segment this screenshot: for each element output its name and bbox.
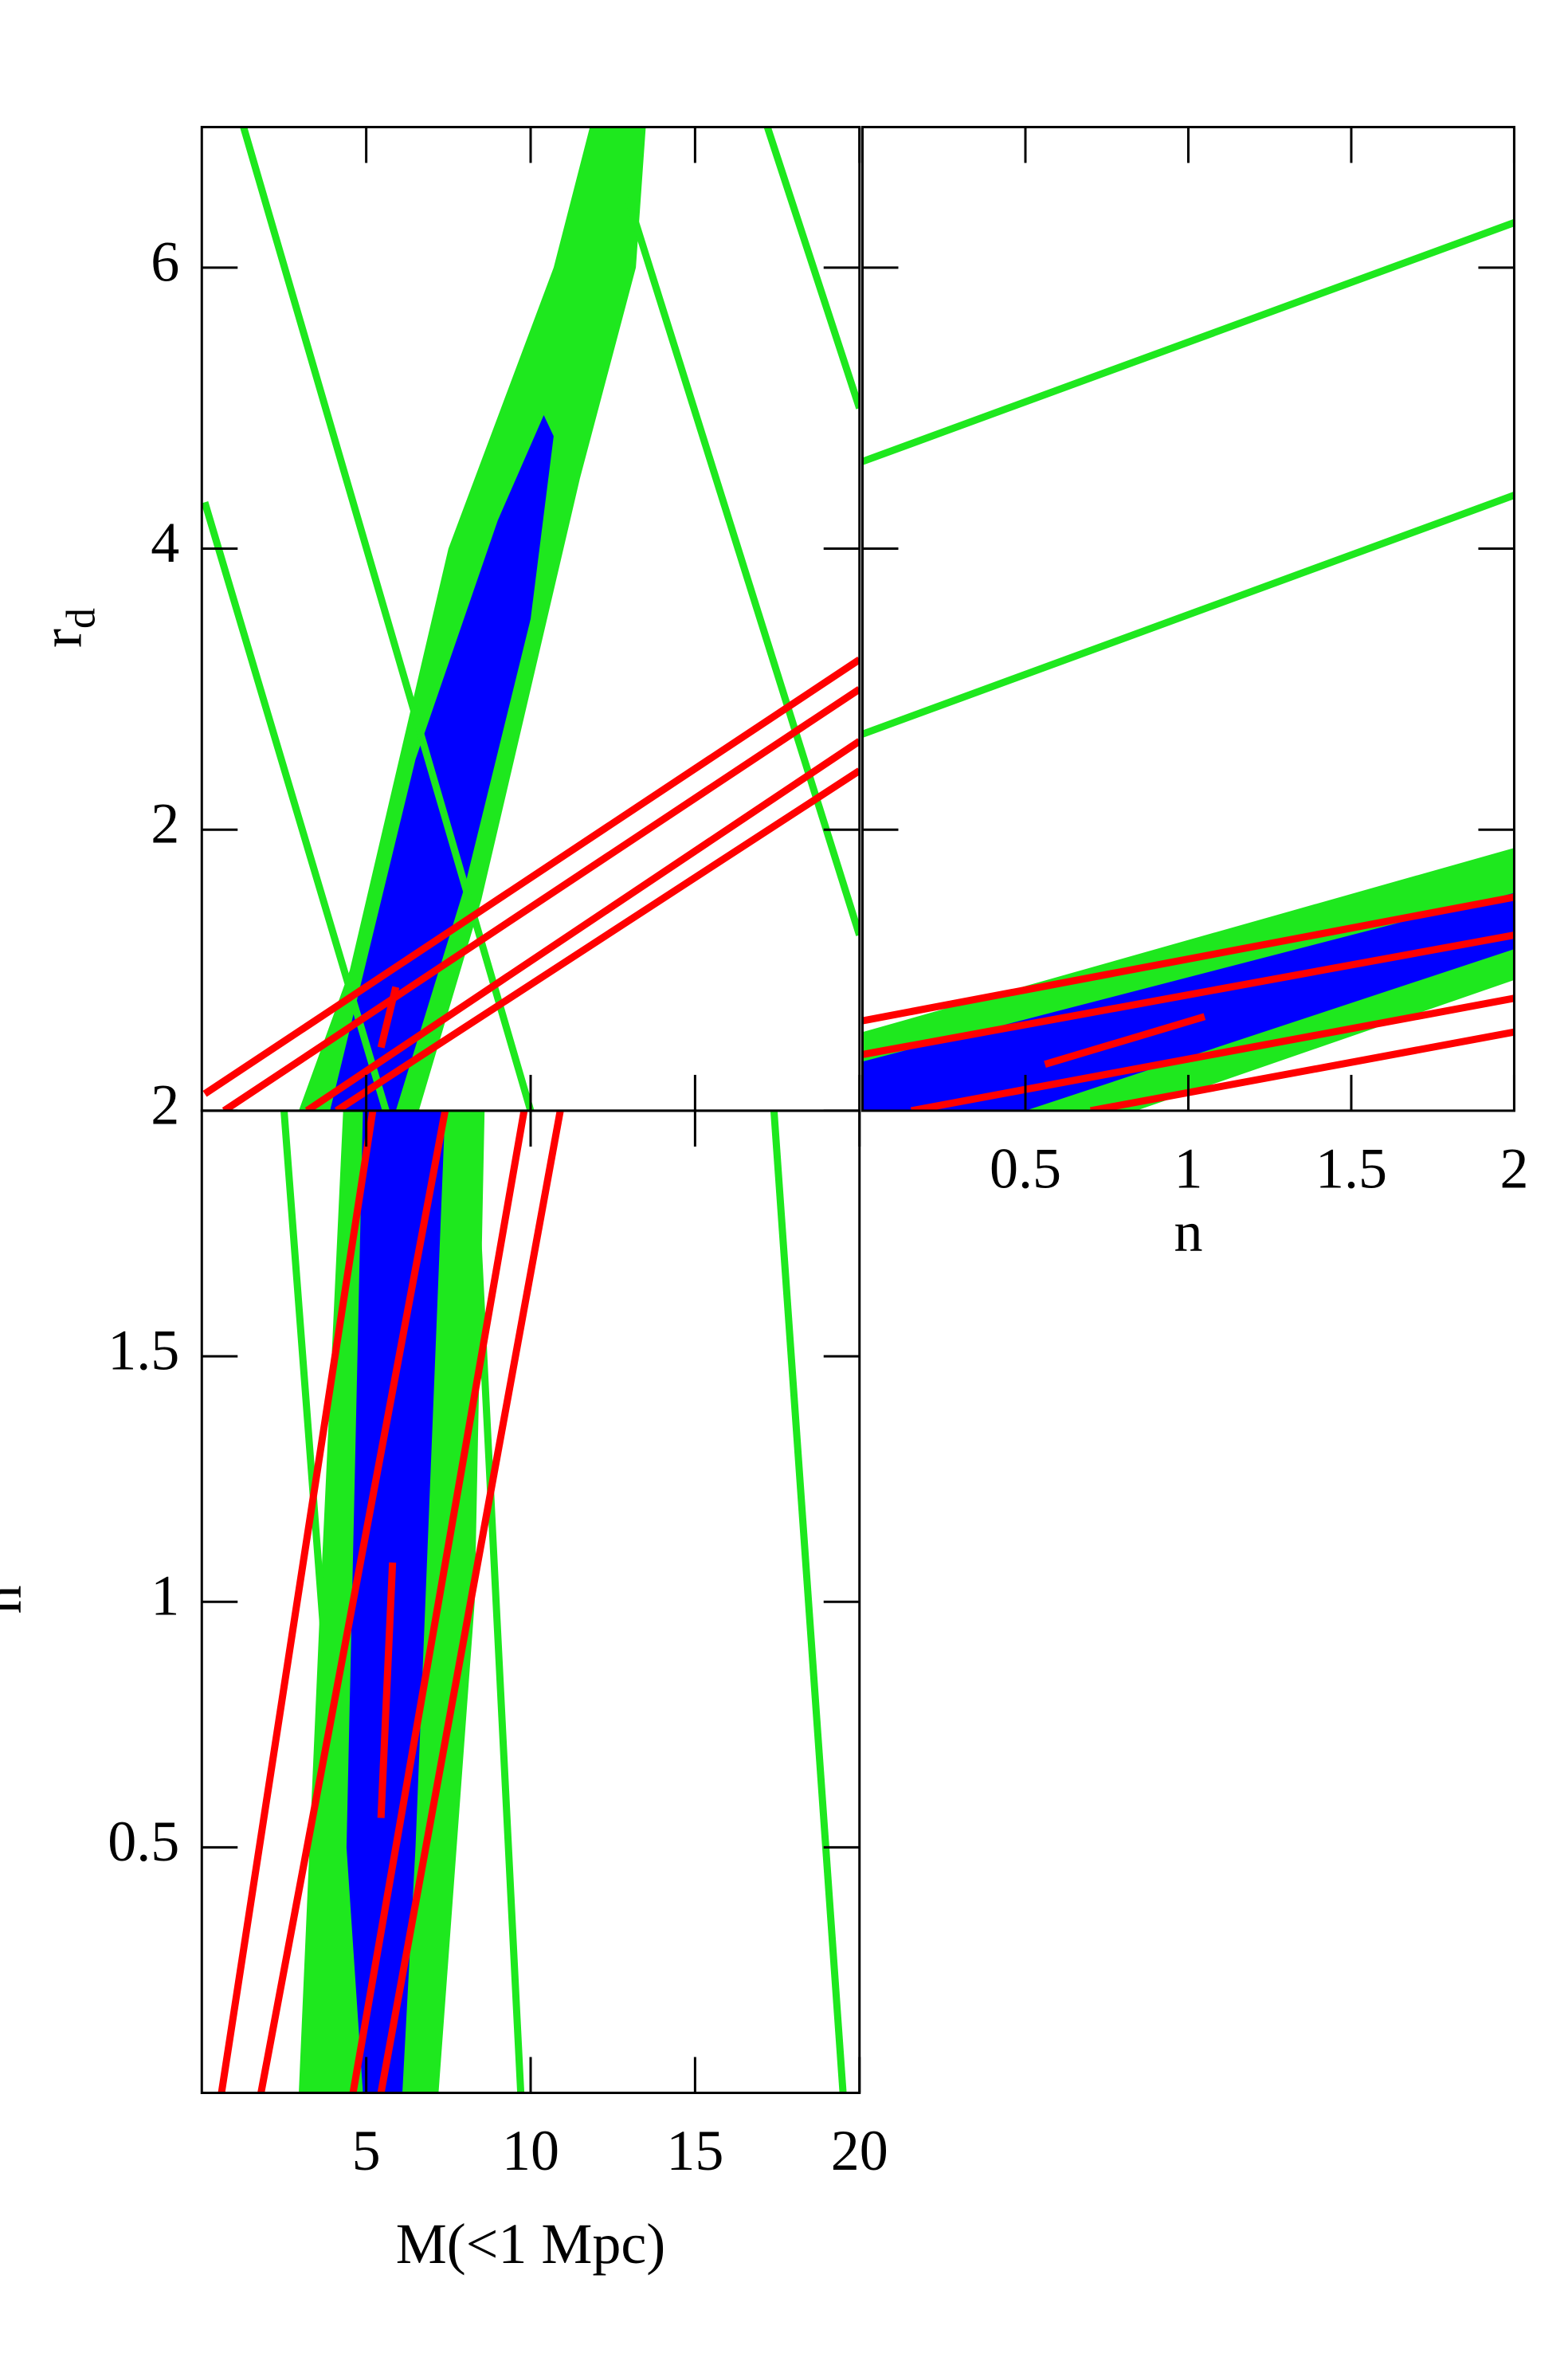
constraint-line <box>377 1110 564 2093</box>
constraint-line <box>335 767 860 1111</box>
constraint-line <box>202 657 860 1097</box>
constraint-line <box>218 1110 377 2093</box>
contour-region <box>346 1110 445 2093</box>
x-tick-label: 15 <box>666 2119 723 2183</box>
y-axis-label-main: r <box>29 629 93 648</box>
y-axis-label: rd <box>29 608 104 648</box>
contour-region <box>330 415 554 1111</box>
constraint-line <box>862 931 1515 1058</box>
constraint-line <box>377 1562 397 1818</box>
y-axis-label-subscript: d <box>58 608 104 629</box>
constraint-line <box>280 1110 363 2093</box>
constraint-line <box>257 1110 449 2093</box>
y-tick-label: 4 <box>151 511 179 575</box>
constraint-line <box>221 686 860 1111</box>
panel-frame <box>200 1109 861 2095</box>
constraint-line <box>862 893 1515 1025</box>
panel-plot-area <box>202 127 860 1111</box>
y-tick-label: 1 <box>151 1564 179 1628</box>
constraint-line <box>770 1110 847 2093</box>
y-tick-label: 1.5 <box>108 1319 179 1382</box>
x-tick-label: 5 <box>352 2119 381 2183</box>
constraint-line <box>1044 1013 1206 1069</box>
y-tick-label: 6 <box>151 229 179 293</box>
panel-frame <box>860 125 1515 1112</box>
x-tick-label: 1 <box>1174 1136 1202 1200</box>
constraint-line <box>624 196 860 936</box>
constraint-line <box>240 127 535 1111</box>
y-tick-label: 2 <box>151 792 179 856</box>
constraint-line <box>377 986 400 1049</box>
constraint-line <box>763 127 860 410</box>
x-axis-label: n <box>1174 1200 1202 1264</box>
x-tick-label: 10 <box>502 2119 559 2183</box>
panel-plot-area <box>862 219 1515 1111</box>
constraint-line <box>349 1110 528 2093</box>
y-axis-label: n <box>0 1585 33 1614</box>
panel-plot-area <box>218 1110 847 2093</box>
constraint-line <box>468 1110 525 2093</box>
x-tick-label: 20 <box>831 2119 888 2183</box>
constraint-line <box>202 501 390 1111</box>
x-tick-label: 0.5 <box>990 1136 1061 1200</box>
constraint-line <box>862 492 1515 738</box>
x-tick-label: 1.5 <box>1315 1136 1387 1200</box>
constraint-line <box>1089 1028 1515 1111</box>
y-tick-label: 0.5 <box>108 1810 179 1873</box>
x-tick-label: 2 <box>1499 1136 1528 1200</box>
x-axis-label: M(<1 Mpc) <box>396 2212 666 2276</box>
constraint-line <box>862 219 1515 465</box>
constraint-line <box>910 994 1515 1111</box>
contour-region <box>862 892 1515 1111</box>
y-tick-label: 2 <box>151 1073 179 1136</box>
constraint-line <box>304 738 860 1111</box>
